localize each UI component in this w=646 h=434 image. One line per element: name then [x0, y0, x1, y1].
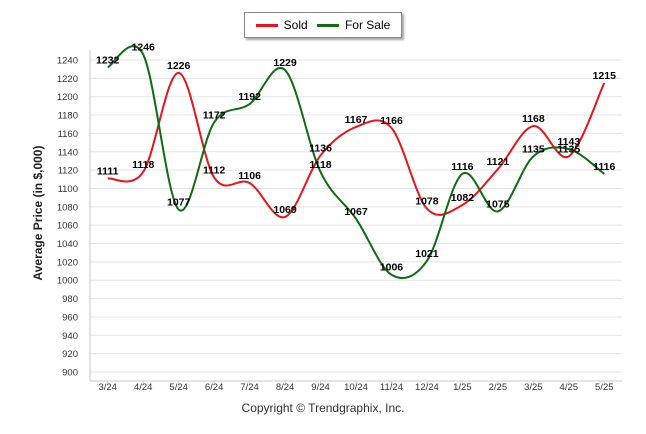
data-label-sold: 1118 [132, 159, 154, 171]
data-label-for-sale: 1021 [415, 248, 439, 260]
x-tick-label: 11/24 [380, 382, 403, 393]
y-tick-label: 1180 [58, 111, 78, 122]
grid-lines [90, 59, 622, 373]
data-label-sold: 1111 [97, 165, 119, 177]
x-tick-label: 3/24 [98, 382, 117, 393]
data-label-for-sale: 1116 [451, 161, 473, 173]
data-label-for-sale: 1246 [132, 41, 156, 53]
legend-item-for-sale: For Sale [316, 18, 391, 32]
y-tick-label: 1140 [58, 147, 78, 158]
y-tick-label: 1080 [57, 202, 78, 213]
data-label-for-sale: 1232 [96, 54, 120, 66]
data-label-for-sale: 1075 [486, 198, 510, 210]
y-tick-label: 980 [62, 294, 78, 305]
data-labels: 1111 1118 1226 1112 1106 1069 1136 1167 1166 1078… [96, 41, 616, 273]
x-tick-label: 12/24 [415, 382, 439, 393]
legend-label-for-sale: For Sale [344, 18, 391, 32]
data-label-sold: 1136 [309, 142, 332, 154]
y-axis-title: Average Price (in $,000) [31, 146, 45, 281]
data-label-for-sale: 1006 [380, 262, 404, 274]
data-label-sold: 1112 [203, 164, 225, 176]
x-tick-label: 5/25 [595, 382, 614, 393]
data-label-sold: 1215 [593, 70, 617, 82]
data-label-sold: 1069 [273, 204, 297, 216]
x-tick-label: 1/25 [453, 382, 472, 393]
y-tick-label: 1100 [58, 184, 78, 195]
legend-label-sold: Sold [283, 18, 308, 32]
y-tick-label: 1020 [57, 257, 78, 268]
data-label-for-sale: 1143 [557, 136, 580, 148]
data-label-sold: 1078 [415, 196, 439, 208]
data-label-sold: 1166 [380, 115, 403, 127]
y-tick-label: 900 [62, 368, 78, 379]
x-tick-label: 4/24 [134, 382, 153, 393]
series-lines [107, 45, 606, 279]
data-label-for-sale: 1192 [238, 91, 261, 103]
x-tick-label: 8/24 [276, 382, 295, 393]
data-label-sold: 1106 [238, 170, 261, 182]
data-label-for-sale: 1229 [273, 57, 297, 69]
y-tick-label: 1240 [57, 56, 78, 67]
data-label-for-sale: 1118 [309, 159, 331, 171]
series-line-sold [107, 71, 606, 219]
data-label-sold: 1082 [451, 192, 475, 204]
chart-legend: Sold For Sale [244, 12, 402, 38]
x-tick-label: 10/24 [344, 382, 368, 393]
x-tick-label: 9/24 [311, 382, 330, 393]
sold-swatch [255, 23, 278, 27]
x-tick-label: 2/25 [489, 382, 508, 393]
data-label-sold: 1121 [486, 156, 509, 168]
y-tick-label: 920 [62, 349, 78, 360]
data-label-for-sale: 1116 [593, 161, 615, 173]
data-label-for-sale: 1135 [522, 143, 545, 155]
data-label-sold: 1168 [522, 113, 545, 125]
x-tick-label: 5/24 [169, 382, 188, 393]
data-label-for-sale: 1172 [203, 109, 226, 121]
data-label-sold: 1167 [345, 114, 368, 126]
x-tick-label: 6/24 [205, 382, 224, 393]
axes: 900 920 940 960 980 1000 1020 1040 1060 1080 1100 1… [57, 50, 622, 393]
x-tick-label: 7/24 [240, 382, 259, 393]
x-tick-label: 3/25 [524, 382, 543, 393]
x-tick-label: 4/25 [560, 382, 579, 393]
y-tick-label: 1220 [57, 74, 78, 85]
data-label-sold: 1135 [557, 143, 580, 155]
series-line-for-sale [107, 45, 605, 279]
legend-item-sold: Sold [255, 18, 308, 32]
data-label-for-sale: 1077 [167, 197, 191, 209]
y-tick-label: 1000 [57, 276, 78, 287]
data-label-for-sale: 1067 [344, 206, 368, 218]
y-tick-label: 940 [62, 331, 78, 342]
y-tick-label: 1120 [58, 166, 78, 177]
data-label-sold: 1226 [167, 60, 191, 72]
y-tick-label: 1060 [57, 221, 78, 232]
copyright-footer: Copyright © Trendgraphix, Inc. [241, 401, 405, 415]
y-tick-label: 1200 [57, 92, 78, 103]
y-tick-label: 960 [62, 312, 78, 323]
for-sale-swatch [316, 23, 339, 27]
y-tick-label: 1040 [57, 239, 78, 250]
y-tick-label: 1160 [58, 129, 78, 140]
